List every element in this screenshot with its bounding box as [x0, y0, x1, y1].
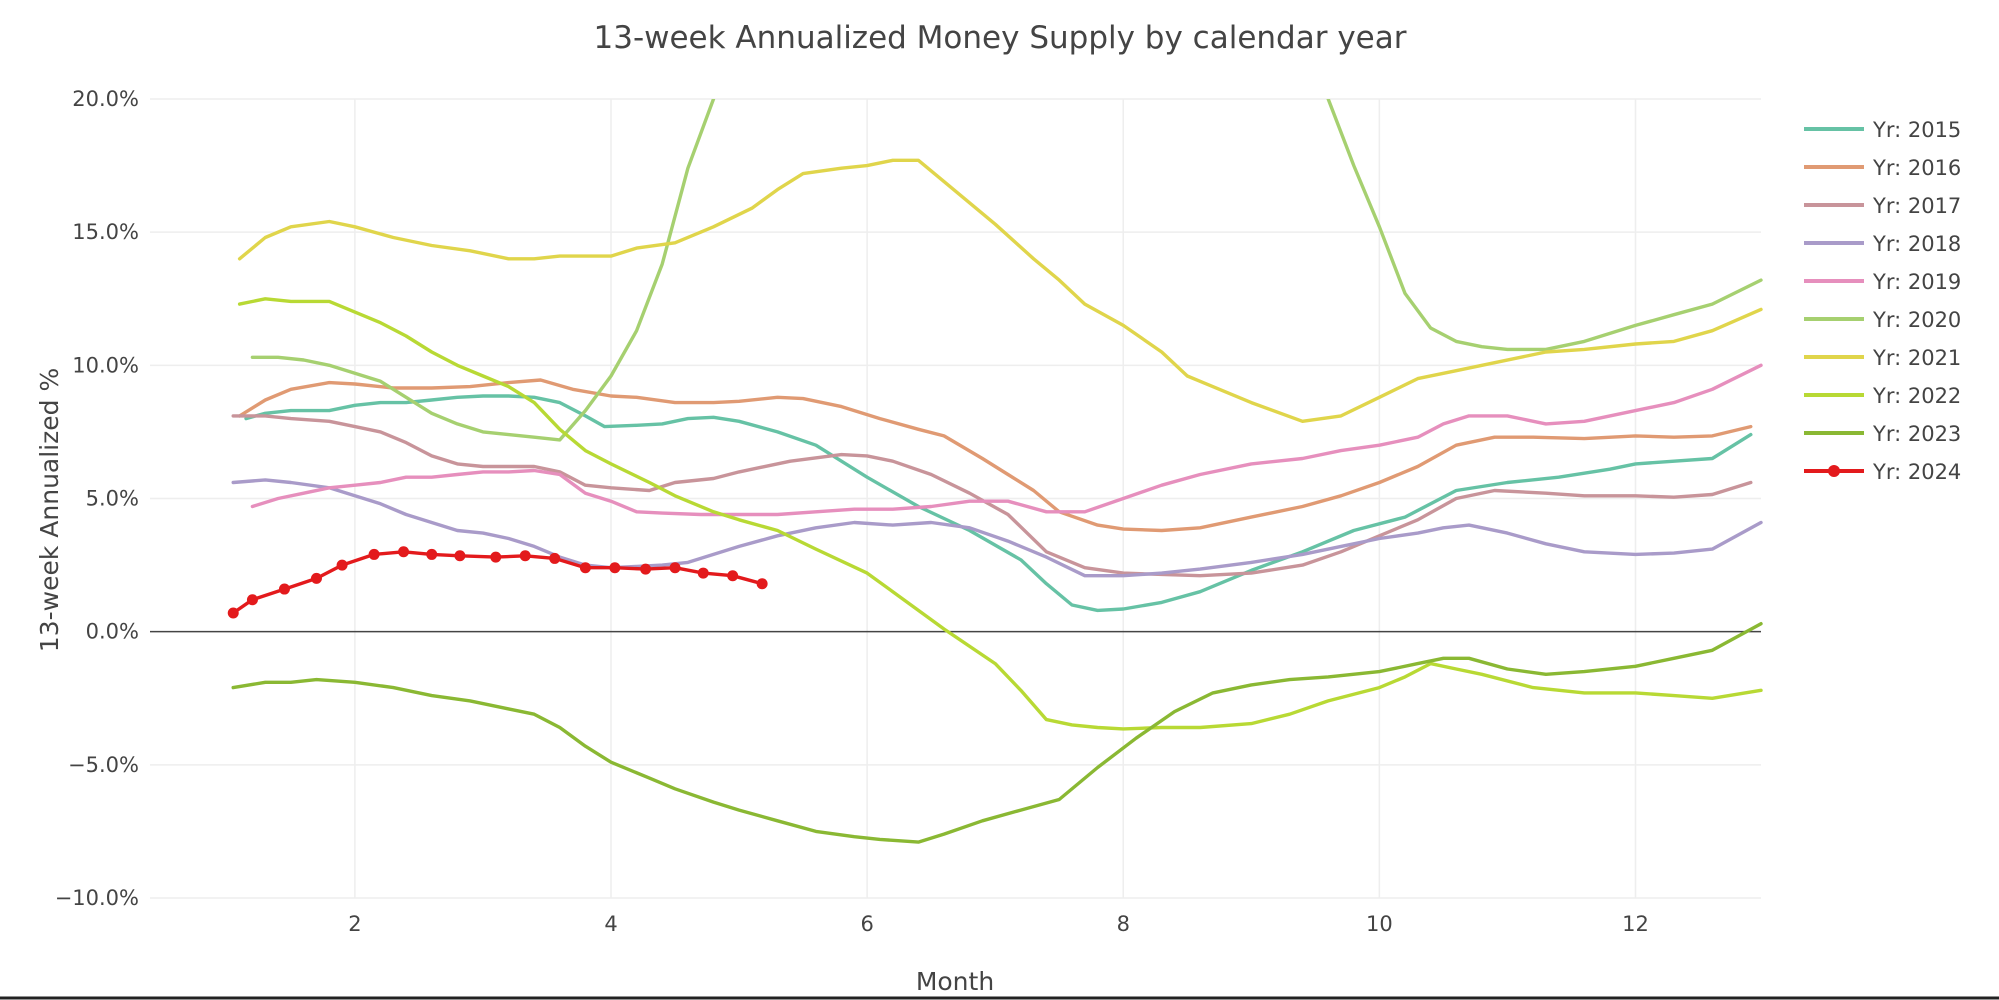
legend: Yr: 2015 Yr: 2016 Yr: 2017 Yr: 2018 Yr: 2019… — [1804, 118, 1961, 484]
plot-area — [227, 99, 1763, 844]
data-point — [519, 550, 531, 562]
series-yr-2015 — [244, 394, 1753, 613]
data-point — [490, 551, 502, 563]
legend-label: Yr: 2024 — [1872, 460, 1961, 484]
data-point — [278, 583, 290, 595]
x-tick-label: 2 — [348, 912, 361, 936]
series-line — [237, 158, 1763, 423]
legend-item-yr-2016[interactable]: Yr: 2016 — [1804, 156, 1961, 180]
series-line — [237, 378, 1753, 533]
legend-item-yr-2022[interactable]: Yr: 2022 — [1804, 384, 1961, 408]
data-point — [454, 550, 466, 562]
series-yr-2022 — [237, 297, 1763, 731]
series-yr-2024 — [227, 546, 768, 619]
legend-label: Yr: 2016 — [1872, 156, 1961, 180]
x-tick-label: 6 — [860, 912, 873, 936]
data-point — [727, 570, 739, 582]
chart-title: 13-week Annualized Money Supply by calen… — [594, 20, 1407, 56]
legend-item-yr-2019[interactable]: Yr: 2019 — [1804, 270, 1961, 294]
data-point — [609, 562, 621, 574]
data-point — [246, 594, 258, 606]
x-tick-label: 10 — [1366, 912, 1393, 936]
data-point — [669, 562, 681, 574]
data-point — [336, 559, 348, 571]
y-axis-ticks: −10.0% −5.0% 0.0% 5.0% 10.0% 15.0% 20.0% — [55, 87, 139, 910]
y-axis-label: 13-week Annualized % — [35, 368, 64, 652]
series-yr-2023 — [231, 622, 1763, 844]
data-point — [640, 563, 652, 575]
data-point — [697, 567, 709, 579]
y-tick-label: −5.0% — [68, 753, 139, 777]
y-tick-label: 10.0% — [72, 353, 139, 377]
series-line — [1326, 99, 1763, 352]
x-tick-label: 8 — [1117, 912, 1130, 936]
legend-label: Yr: 2015 — [1872, 118, 1961, 142]
legend-label: Yr: 2019 — [1872, 270, 1961, 294]
x-axis-label: Month — [916, 967, 994, 996]
legend-label: Yr: 2022 — [1872, 384, 1961, 408]
y-tick-label: 15.0% — [72, 220, 139, 244]
data-point — [549, 552, 561, 564]
legend-item-yr-2015[interactable]: Yr: 2015 — [1804, 118, 1961, 142]
y-tick-label: 20.0% — [72, 87, 139, 111]
series-yr-2018 — [231, 478, 1763, 578]
legend-label: Yr: 2018 — [1872, 232, 1961, 256]
x-tick-label: 4 — [604, 912, 617, 936]
series-line — [231, 414, 1753, 578]
y-tick-label: 0.0% — [86, 620, 139, 644]
y-tick-label: −10.0% — [55, 886, 139, 910]
legend-marker — [1828, 465, 1840, 477]
data-point — [579, 562, 591, 574]
gridlines — [150, 98, 1761, 899]
legend-label: Yr: 2023 — [1872, 422, 1961, 446]
legend-item-yr-2021[interactable]: Yr: 2021 — [1804, 346, 1961, 370]
data-point — [310, 572, 322, 584]
data-point — [227, 607, 239, 619]
x-axis-ticks: 2 4 6 8 10 12 — [348, 912, 1649, 936]
data-point — [426, 548, 438, 560]
data-point — [368, 548, 380, 560]
series-line — [244, 394, 1753, 613]
series-line — [231, 478, 1763, 578]
legend-label: Yr: 2020 — [1872, 308, 1961, 332]
legend-item-yr-2017[interactable]: Yr: 2017 — [1804, 194, 1961, 218]
series-yr-2021 — [237, 158, 1763, 423]
y-tick-label: 5.0% — [86, 487, 139, 511]
series-line — [250, 363, 1763, 517]
series-line — [231, 622, 1763, 844]
legend-item-yr-2023[interactable]: Yr: 2023 — [1804, 422, 1961, 446]
series-line — [237, 297, 1763, 731]
series-yr-2019 — [250, 363, 1763, 517]
series-line — [250, 99, 716, 442]
series-yr-2020 — [250, 99, 1763, 442]
x-tick-label: 12 — [1622, 912, 1649, 936]
legend-item-yr-2018[interactable]: Yr: 2018 — [1804, 232, 1961, 256]
legend-item-yr-2020[interactable]: Yr: 2020 — [1804, 308, 1961, 332]
legend-label: Yr: 2017 — [1872, 194, 1961, 218]
series-yr-2016 — [237, 378, 1753, 533]
series-yr-2017 — [231, 414, 1753, 578]
legend-label: Yr: 2021 — [1872, 346, 1961, 370]
data-point — [756, 578, 768, 590]
data-point — [398, 546, 410, 558]
legend-item-yr-2024[interactable]: Yr: 2024 — [1804, 460, 1961, 484]
